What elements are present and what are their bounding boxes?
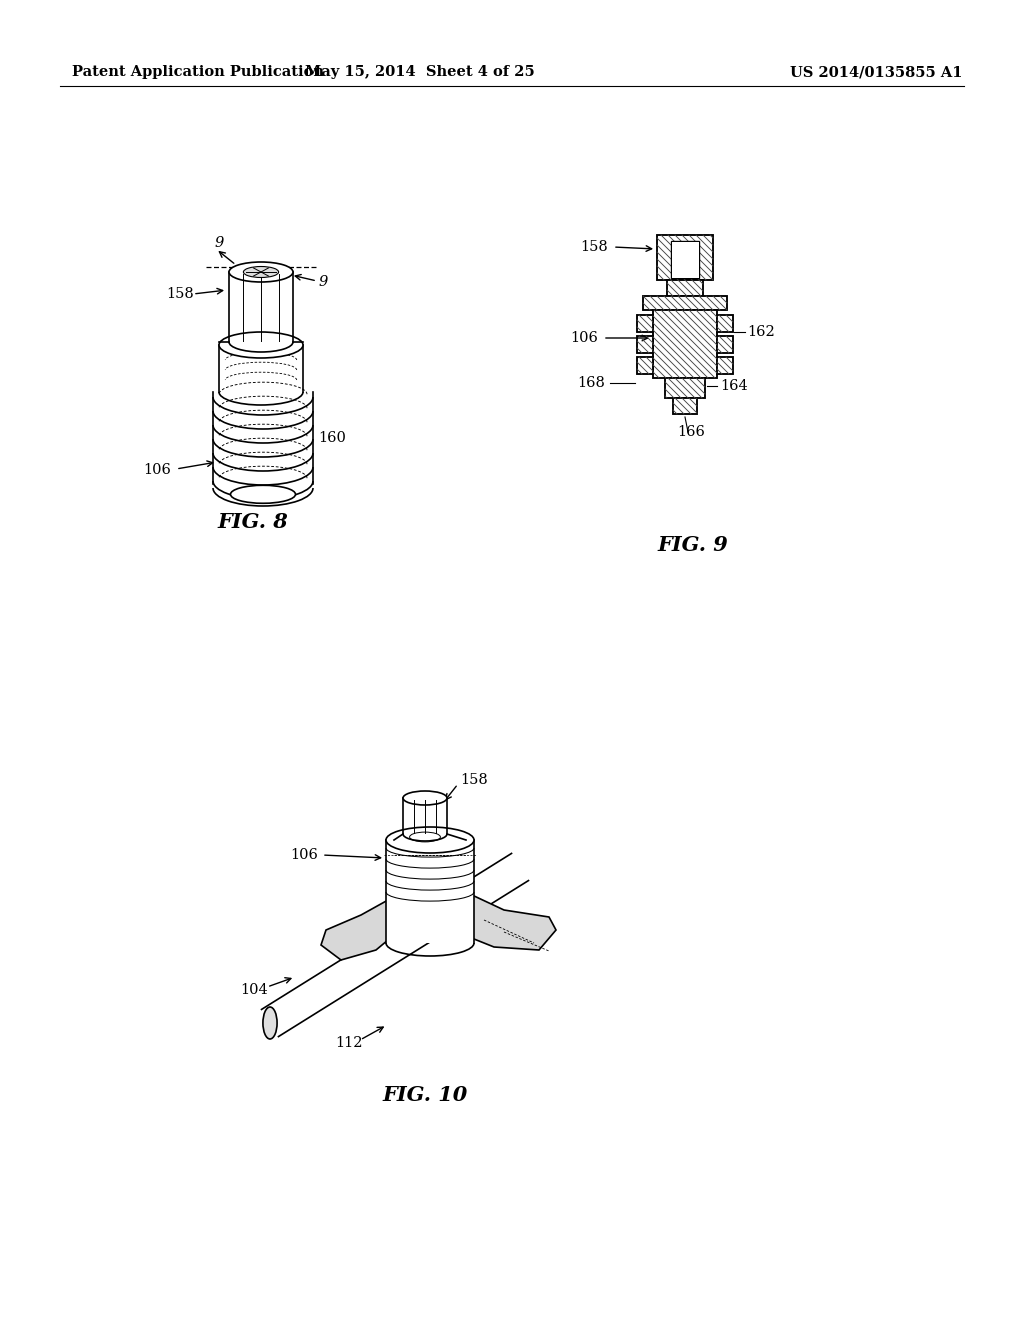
Bar — [717, 356, 733, 374]
Ellipse shape — [244, 267, 279, 277]
Text: 164: 164 — [720, 379, 748, 393]
Bar — [637, 315, 653, 333]
Polygon shape — [321, 900, 388, 960]
Text: 104: 104 — [240, 983, 267, 997]
Text: 9: 9 — [214, 236, 223, 249]
Text: 158: 158 — [580, 240, 608, 253]
Text: May 15, 2014  Sheet 4 of 25: May 15, 2014 Sheet 4 of 25 — [305, 65, 535, 79]
Text: FIG. 8: FIG. 8 — [218, 512, 289, 532]
Ellipse shape — [229, 261, 293, 282]
Text: 158: 158 — [460, 774, 487, 787]
Text: 166: 166 — [677, 425, 705, 440]
Text: 9: 9 — [319, 275, 329, 289]
Text: 158: 158 — [166, 286, 194, 301]
Bar — [386, 840, 474, 942]
Text: 112: 112 — [335, 1036, 362, 1049]
Ellipse shape — [403, 791, 447, 805]
Text: 106: 106 — [143, 463, 171, 477]
Ellipse shape — [386, 828, 474, 853]
Text: 160: 160 — [318, 432, 346, 445]
Text: 106: 106 — [570, 331, 598, 345]
Bar — [672, 242, 698, 277]
Text: 162: 162 — [746, 325, 775, 339]
Bar — [657, 235, 713, 280]
Text: 168: 168 — [577, 376, 605, 389]
Bar — [717, 337, 733, 352]
Text: 106: 106 — [290, 847, 317, 862]
Text: US 2014/0135855 A1: US 2014/0135855 A1 — [790, 65, 963, 79]
Text: Patent Application Publication: Patent Application Publication — [72, 65, 324, 79]
Bar — [673, 399, 697, 414]
Polygon shape — [469, 895, 556, 950]
Text: FIG. 10: FIG. 10 — [382, 1085, 468, 1105]
Bar — [665, 378, 705, 399]
Ellipse shape — [263, 1007, 278, 1039]
Bar — [667, 280, 703, 296]
Bar — [637, 356, 653, 374]
Bar — [643, 296, 727, 310]
Ellipse shape — [230, 486, 296, 503]
Bar — [637, 337, 653, 352]
Bar — [671, 242, 699, 279]
Text: FIG. 9: FIG. 9 — [657, 535, 728, 554]
Bar — [717, 315, 733, 333]
Bar — [653, 310, 717, 378]
Ellipse shape — [219, 333, 303, 358]
